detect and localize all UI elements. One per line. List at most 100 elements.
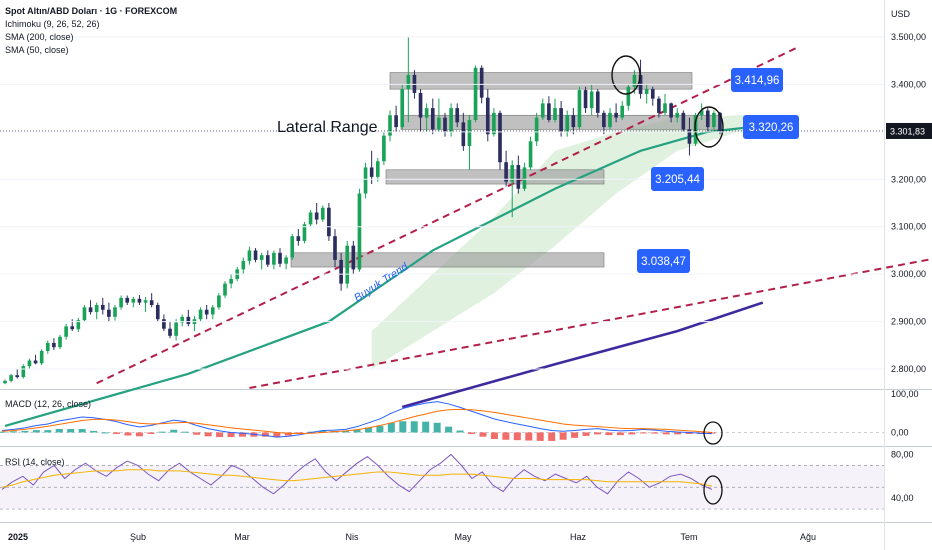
candle bbox=[675, 112, 680, 118]
candle bbox=[241, 260, 246, 270]
candle bbox=[27, 360, 32, 367]
candle bbox=[467, 119, 472, 147]
candle bbox=[70, 326, 75, 330]
candle bbox=[204, 309, 209, 315]
price-label-box bbox=[651, 167, 704, 191]
macd-histogram-bar bbox=[536, 432, 544, 441]
candle bbox=[406, 74, 411, 90]
candle bbox=[125, 297, 130, 303]
highlight-circle bbox=[703, 421, 723, 445]
candle bbox=[131, 298, 136, 303]
macd-histogram-bar bbox=[238, 432, 246, 437]
candle bbox=[534, 117, 539, 142]
macd-histogram-bar bbox=[0, 431, 6, 433]
macd-histogram-bar bbox=[55, 428, 63, 433]
candle bbox=[113, 307, 117, 317]
candle bbox=[577, 90, 582, 128]
candle bbox=[705, 110, 710, 128]
candle bbox=[632, 74, 637, 87]
candle bbox=[272, 252, 276, 265]
macd-histogram-bar bbox=[342, 430, 350, 433]
trendline bbox=[96, 45, 800, 385]
macd-histogram-bar bbox=[193, 432, 201, 435]
macd-histogram-bar bbox=[479, 432, 487, 437]
candle bbox=[345, 245, 350, 284]
price-label-box bbox=[743, 115, 799, 139]
x-tick-label: May bbox=[454, 532, 472, 542]
candle bbox=[663, 103, 667, 113]
candle bbox=[64, 326, 68, 337]
candle bbox=[394, 115, 398, 128]
candle bbox=[595, 91, 600, 113]
candle bbox=[528, 141, 533, 168]
candle bbox=[296, 236, 301, 241]
candle bbox=[137, 298, 142, 303]
macd-histogram-bar bbox=[410, 421, 418, 433]
price-label-text: 3.038,47 bbox=[641, 256, 686, 268]
candle bbox=[424, 108, 429, 118]
candle bbox=[21, 366, 26, 378]
y-tick-label: 3.100,00 bbox=[891, 222, 926, 232]
candle bbox=[82, 307, 87, 321]
candle bbox=[143, 300, 148, 303]
candle bbox=[602, 112, 606, 128]
x-tick-label: Ağu bbox=[800, 532, 816, 542]
candle bbox=[100, 304, 105, 310]
macd-histogram-bar bbox=[468, 432, 476, 434]
candle bbox=[516, 165, 521, 189]
price-zone bbox=[389, 72, 693, 90]
macd-y-tick: 0,00 bbox=[891, 427, 909, 437]
macd-histogram-bar bbox=[513, 432, 521, 441]
candle bbox=[620, 105, 625, 118]
candle bbox=[247, 250, 252, 261]
candle bbox=[302, 224, 307, 241]
candle bbox=[608, 112, 612, 128]
macd-histogram-bar bbox=[376, 425, 384, 433]
indicator-sma200[interactable]: SMA (200, close) bbox=[5, 32, 74, 42]
candle bbox=[498, 112, 502, 163]
candle bbox=[687, 129, 692, 144]
macd-histogram-bar bbox=[204, 432, 212, 437]
price-label-box bbox=[731, 68, 783, 92]
rsi-legend[interactable]: RSI (14, close) bbox=[5, 456, 65, 469]
y-tick-label: 3.500,00 bbox=[891, 32, 926, 42]
candle bbox=[363, 167, 368, 194]
macd-histogram-bar bbox=[32, 430, 40, 433]
macd-histogram-bar bbox=[227, 432, 235, 438]
candle bbox=[198, 309, 203, 320]
currency-label[interactable]: USD bbox=[891, 9, 911, 19]
symbol-title[interactable]: Spot Altın/ABD Doları · 1G · FOREXCOM bbox=[5, 6, 178, 16]
candle bbox=[455, 108, 460, 123]
macd-histogram-bar bbox=[296, 432, 304, 434]
candle bbox=[626, 86, 631, 106]
y-tick-label: 3.400,00 bbox=[891, 79, 926, 89]
candle bbox=[510, 165, 515, 182]
x-tick-label: 2025 bbox=[8, 532, 28, 542]
macd-histogram-bar bbox=[124, 432, 132, 436]
candle bbox=[119, 297, 123, 308]
macd-histogram-bar bbox=[639, 432, 647, 434]
macd-histogram-bar bbox=[525, 432, 533, 441]
candle bbox=[174, 322, 178, 336]
macd-histogram-bar bbox=[135, 432, 143, 437]
candle bbox=[650, 89, 655, 99]
indicator-ichimoku[interactable]: Ichimoku (9, 26, 52, 26) bbox=[5, 19, 100, 29]
candle bbox=[290, 236, 295, 258]
candle bbox=[52, 342, 56, 348]
rsi-y-tick: 80,00 bbox=[891, 449, 914, 459]
candle bbox=[479, 67, 484, 98]
macd-legend[interactable]: MACD (12, 26, close) bbox=[5, 398, 91, 411]
indicator-sma50[interactable]: SMA (50, close) bbox=[5, 45, 69, 55]
price-zone bbox=[290, 252, 605, 268]
sma200-line bbox=[401, 301, 764, 409]
macd-histogram-bar bbox=[628, 432, 636, 435]
price-zone bbox=[385, 169, 605, 185]
x-tick-label: Mar bbox=[234, 532, 250, 542]
macd-histogram-bar bbox=[44, 430, 52, 433]
macd-histogram-bar bbox=[422, 421, 430, 433]
macd-panel bbox=[0, 401, 884, 445]
candle bbox=[76, 320, 81, 330]
candle bbox=[375, 161, 380, 177]
candle bbox=[229, 278, 233, 284]
